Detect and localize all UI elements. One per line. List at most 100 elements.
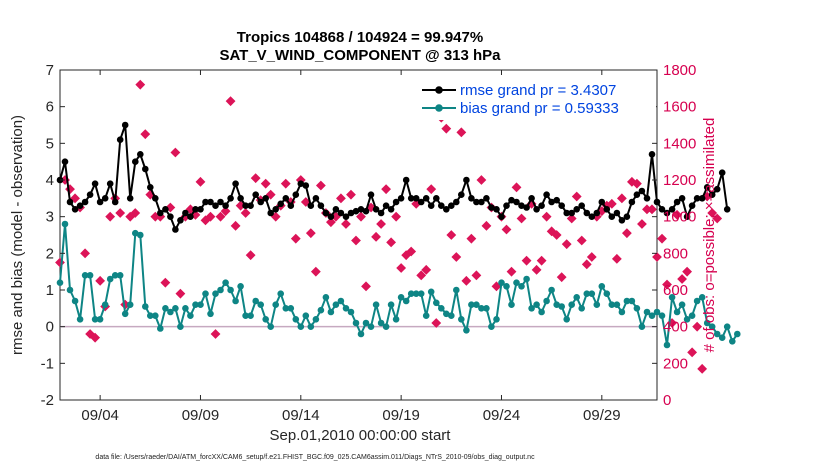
rmse-point — [86, 191, 94, 198]
obs-count-marker — [652, 252, 662, 262]
bias-point — [262, 316, 270, 323]
bias-point — [81, 272, 89, 279]
rmse-point — [137, 151, 144, 158]
rmse-point — [603, 206, 611, 213]
obs-count-marker — [466, 233, 477, 244]
rmse-point — [362, 207, 370, 215]
obs-count-marker — [501, 224, 512, 235]
bias-point — [483, 305, 490, 312]
bias-point — [698, 294, 706, 301]
obs-count-marker — [426, 184, 437, 195]
bias-point — [493, 316, 500, 323]
rmse-point — [217, 198, 224, 206]
rmse-point — [157, 209, 164, 217]
right-y-tick-label: 600 — [663, 282, 688, 299]
bias-point — [192, 301, 199, 309]
obs-count-marker — [647, 204, 657, 215]
obs-count-marker — [280, 178, 291, 189]
rmse-point — [257, 198, 265, 206]
obs-count-marker — [290, 233, 301, 244]
rmse-point — [407, 195, 415, 202]
rmse-point — [563, 209, 570, 217]
rmse-point — [713, 185, 721, 193]
bias-point — [177, 323, 184, 331]
rmse-point — [397, 195, 405, 202]
rmse-point — [152, 195, 159, 202]
rmse-point — [232, 180, 239, 187]
bias-point — [217, 286, 224, 294]
bias-point — [126, 301, 134, 309]
bias-point — [61, 220, 69, 228]
right-y-tick-label: 0 — [663, 392, 671, 409]
bias-point — [513, 279, 520, 287]
rmse-point — [121, 121, 129, 129]
y-tick-label: -2 — [41, 392, 54, 409]
legend-bias-label: bias grand pr = 0.59333 — [460, 100, 619, 117]
rmse-point — [292, 191, 300, 198]
bias-point — [337, 297, 345, 305]
y-tick-label: 0 — [46, 319, 54, 336]
rmse-point — [192, 206, 199, 213]
bias-point — [116, 272, 124, 279]
legend-box — [418, 79, 656, 120]
rmse-point — [668, 206, 676, 213]
bias-point — [713, 330, 721, 338]
rmse-point — [528, 195, 535, 202]
rmse-point — [242, 202, 249, 209]
obs-count-marker — [697, 363, 708, 374]
bias-point — [76, 316, 84, 323]
x-tick-label: 09/24 — [483, 407, 521, 424]
rmse-point — [307, 202, 315, 209]
rmse-point — [182, 209, 189, 217]
bias-point — [167, 308, 174, 316]
rmse-point — [392, 198, 400, 206]
rmse-point — [513, 198, 520, 206]
obs-count-marker — [672, 209, 682, 220]
bias-point — [603, 290, 611, 298]
obs-count-marker — [682, 266, 693, 277]
bias-point — [172, 305, 179, 312]
rmse-series-layer — [56, 121, 731, 233]
obs-count-marker — [406, 246, 417, 257]
bias-point — [543, 297, 550, 305]
rmse-point — [377, 209, 385, 217]
obs-count-marker — [195, 176, 206, 187]
rmse-point — [382, 202, 390, 209]
bias-point — [648, 312, 656, 320]
bias-point — [121, 310, 129, 318]
rmse-point — [352, 207, 360, 215]
obs-count-marker — [421, 264, 432, 275]
rmse-point — [598, 198, 606, 206]
bias-point — [362, 319, 370, 327]
obs-count-marker — [627, 176, 637, 187]
obs-count-marker — [351, 235, 361, 246]
rmse-point — [578, 202, 585, 209]
bias-point — [548, 286, 555, 294]
x-axis-ticks: 09/04 09/09 09/14 09/19 09/24 09/29 — [81, 70, 621, 424]
bias-point — [433, 299, 440, 307]
rmse-point — [126, 195, 134, 202]
obs-count-marker — [561, 239, 572, 250]
obs-count-marker — [105, 211, 116, 222]
rmse-point — [106, 180, 114, 187]
rmse-point — [357, 206, 365, 213]
obs-count-marker — [471, 270, 482, 281]
bias-point — [347, 308, 355, 316]
rmse-point — [132, 158, 139, 165]
bias-point — [708, 323, 716, 331]
obs-count-marker — [431, 318, 442, 328]
rmse-point — [493, 206, 500, 213]
obs-count-marker — [115, 208, 126, 218]
bias-point — [101, 301, 109, 309]
obs-count-marker — [546, 226, 557, 237]
rmse-point — [688, 202, 696, 209]
obs-count-marker — [130, 208, 141, 218]
bias-point — [663, 341, 671, 349]
bias-point — [508, 301, 515, 309]
rmse-point — [96, 198, 104, 206]
obs-count-marker — [70, 193, 80, 204]
bias-point — [202, 290, 209, 298]
right-y-tick-label: 800 — [663, 245, 688, 262]
rmse-point — [367, 191, 375, 198]
